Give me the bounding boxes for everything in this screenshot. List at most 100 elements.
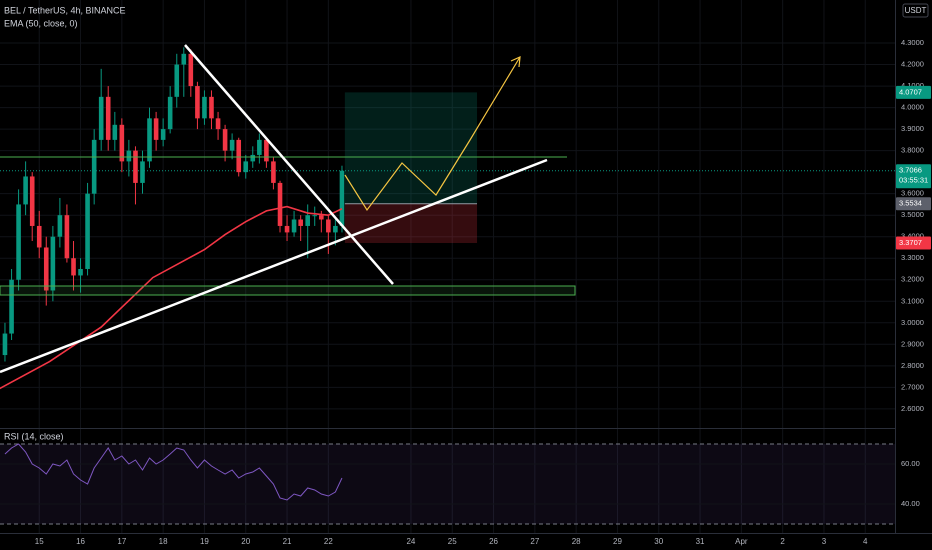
x-tick-label: 17 bbox=[117, 537, 126, 546]
candle-body bbox=[160, 129, 166, 140]
candle-body bbox=[202, 96, 207, 119]
candle-body bbox=[91, 139, 97, 194]
rsi-line bbox=[4, 443, 343, 501]
drawings bbox=[0, 44, 576, 374]
projection-arrowhead bbox=[510, 56, 521, 68]
countdown: 03:55:31 bbox=[899, 176, 928, 185]
symbol-title: BEL / TetherUS, 4h, BINANCE bbox=[4, 5, 126, 15]
y-tick-label: 2.8000 bbox=[901, 361, 924, 370]
candle-body bbox=[271, 161, 276, 183]
y-tick-label: 3.5000 bbox=[901, 210, 924, 219]
rsi-tick-label: 40.00 bbox=[901, 499, 920, 508]
y-tick-label: 3.2000 bbox=[901, 275, 924, 284]
currency-label[interactable]: USDT bbox=[905, 6, 927, 15]
rsi-tick-label: 60.00 bbox=[901, 459, 920, 468]
candle-body bbox=[9, 279, 14, 334]
entry-tag: 3.5534 bbox=[899, 199, 922, 208]
target-tag: 4.0707 bbox=[899, 87, 922, 96]
candle-body bbox=[85, 193, 90, 269]
x-tick-label: 18 bbox=[159, 537, 168, 546]
support-zone bbox=[0, 285, 576, 296]
candle-body bbox=[23, 176, 28, 205]
y-tick-label: 4.3000 bbox=[901, 38, 924, 47]
stop-tag-bg bbox=[896, 236, 931, 250]
x-tick-label: 27 bbox=[530, 537, 539, 546]
y-tick-label: 2.6000 bbox=[901, 404, 924, 413]
candle-body bbox=[64, 215, 70, 259]
rsi-band-fill bbox=[0, 444, 895, 524]
x-tick-label: 16 bbox=[76, 537, 85, 546]
candle-body bbox=[43, 247, 49, 291]
y-tick-label: 3.0000 bbox=[901, 318, 924, 327]
ema-legend: EMA (50, close, 0) bbox=[4, 18, 78, 28]
last-price-tag: 3.7066 bbox=[899, 166, 922, 175]
candle-body bbox=[181, 53, 187, 65]
entry-tag-bg bbox=[896, 197, 931, 211]
y-tick-label: 3.4000 bbox=[901, 232, 924, 241]
candle-body bbox=[140, 161, 145, 183]
candle-body bbox=[188, 53, 194, 87]
rsi-pane: 60.00 40.00 bbox=[0, 443, 920, 525]
price-axis: 2.6000 2.7000 2.8000 2.9000 3.0000 3.1000 3.20… bbox=[901, 38, 924, 413]
y-tick-label: 3.3000 bbox=[901, 253, 924, 262]
candle-body bbox=[16, 204, 21, 280]
candle-body bbox=[243, 161, 249, 173]
candle-body bbox=[305, 215, 310, 226]
x-tick-label: 26 bbox=[489, 537, 498, 546]
candle-body bbox=[36, 225, 42, 248]
x-tick-label: 31 bbox=[696, 537, 705, 546]
time-axis-border bbox=[0, 533, 932, 534]
candle-body bbox=[257, 139, 262, 155]
y-tick-label: 3.9000 bbox=[901, 124, 924, 133]
descending-trendline bbox=[184, 44, 394, 285]
y-tick-label: 3.1000 bbox=[901, 296, 924, 305]
candle-body bbox=[57, 215, 63, 237]
drawings bbox=[0, 92, 895, 244]
candle-body bbox=[174, 64, 180, 97]
candle-body bbox=[229, 139, 235, 151]
last-price-tag-bg bbox=[896, 164, 931, 189]
x-tick-label: 2 bbox=[780, 537, 785, 546]
stop-tag: 3.3707 bbox=[899, 238, 922, 247]
ascending-trendline bbox=[0, 158, 548, 374]
x-tick-label: 19 bbox=[200, 537, 209, 546]
y-tick-label: 2.7000 bbox=[901, 382, 924, 391]
candle-body bbox=[112, 124, 118, 140]
pane-separator bbox=[0, 428, 895, 429]
stop-zone bbox=[344, 203, 478, 244]
x-tick-label: 28 bbox=[572, 537, 581, 546]
y-tick-label: 3.8000 bbox=[901, 146, 924, 155]
y-tick-label: 3.6000 bbox=[901, 189, 924, 198]
x-tick-label: 22 bbox=[324, 537, 333, 546]
x-tick-label: 4 bbox=[863, 537, 868, 546]
candle-body bbox=[195, 86, 200, 119]
target-zone bbox=[344, 92, 478, 204]
candle-body bbox=[209, 96, 214, 119]
y-tick-label: 4.2000 bbox=[901, 60, 924, 69]
candle-body bbox=[29, 176, 35, 226]
candle-body bbox=[250, 154, 256, 162]
x-tick-label: 30 bbox=[654, 537, 663, 546]
candle-body bbox=[133, 150, 138, 183]
candle-body bbox=[78, 268, 83, 276]
candle-body bbox=[326, 219, 331, 233]
candle-body bbox=[339, 170, 345, 226]
candle-body bbox=[50, 236, 56, 291]
x-tick-label: 21 bbox=[283, 537, 292, 546]
x-tick-label: 24 bbox=[406, 537, 415, 546]
candle-body bbox=[126, 150, 132, 162]
rsi-legend: RSI (14, close) bbox=[4, 431, 64, 441]
candle-body bbox=[105, 96, 111, 140]
currency-box[interactable] bbox=[902, 3, 929, 18]
projection-path bbox=[344, 56, 521, 212]
target-tag-bg bbox=[896, 85, 931, 99]
candle-body bbox=[222, 129, 228, 151]
candle-body bbox=[215, 118, 221, 130]
candle-body bbox=[291, 219, 297, 233]
candle-body bbox=[319, 215, 324, 220]
candle-body bbox=[284, 225, 290, 233]
